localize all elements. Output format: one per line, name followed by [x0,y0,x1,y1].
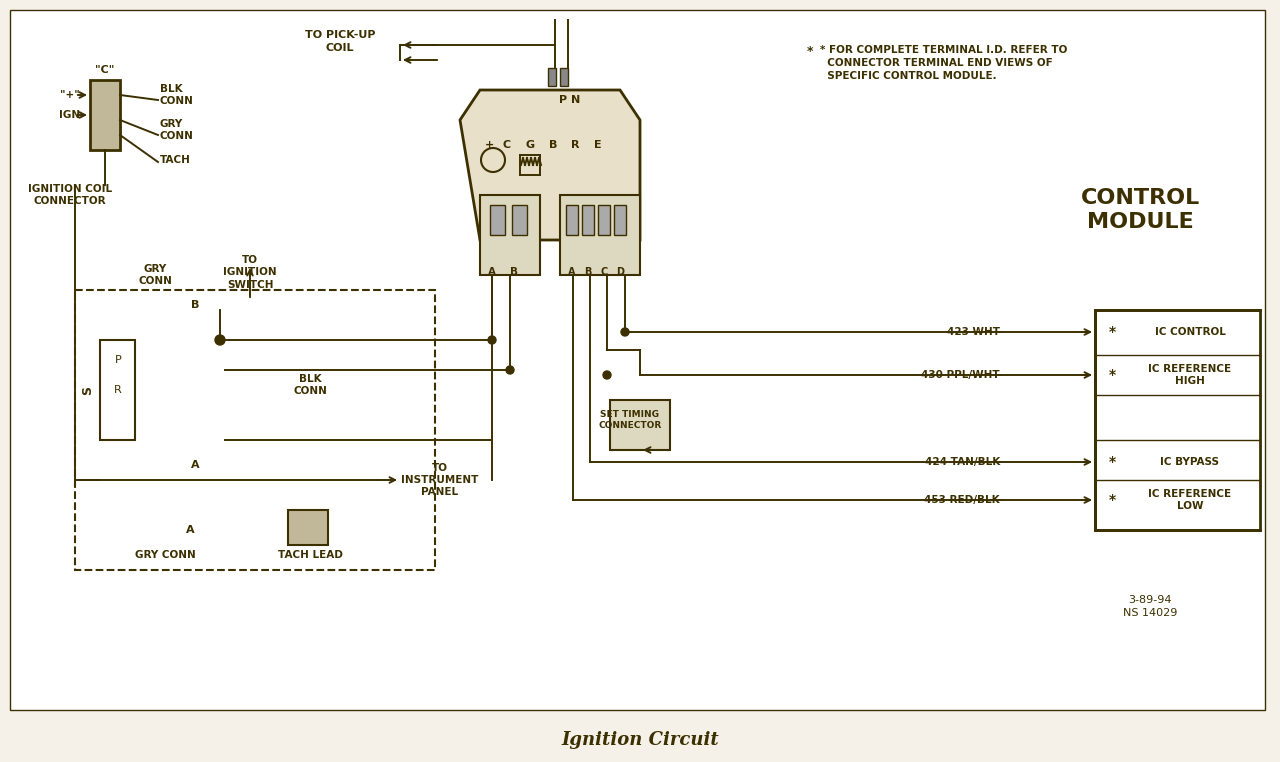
Text: G: G [525,140,535,150]
Bar [100,340,134,440]
Text: 430 PPL/WHT: 430 PPL/WHT [922,370,1000,380]
Text: C: C [600,267,608,277]
Text: B: B [509,267,518,277]
Text: *: * [1108,368,1116,382]
Text: GRY CONN: GRY CONN [134,550,196,560]
Bar [598,205,611,235]
Text: CONTROL
MODULE: CONTROL MODULE [1080,188,1199,232]
Text: B: B [191,300,200,310]
Text: IGN: IGN [59,110,79,120]
Text: TACH: TACH [160,155,191,165]
Polygon shape [460,90,640,240]
Text: Ignition Circuit: Ignition Circuit [561,731,719,749]
Text: IGNITION COIL
CONNECTOR: IGNITION COIL CONNECTOR [28,184,113,207]
Text: IC REFERENCE
HIGH: IC REFERENCE HIGH [1148,364,1231,386]
Text: BLK
CONN: BLK CONN [293,374,326,396]
Text: SET TIMING
CONNECTOR: SET TIMING CONNECTOR [598,410,662,430]
Bar [288,510,328,545]
Text: 3-89-94
NS 14029: 3-89-94 NS 14029 [1123,595,1178,618]
Text: S: S [82,386,95,395]
Text: R: R [571,140,580,150]
Text: *: * [1108,325,1116,339]
Bar [566,205,579,235]
Text: *: * [1108,493,1116,507]
Text: GRY
CONN: GRY CONN [138,264,172,287]
Bar [90,80,120,150]
Text: A: A [488,267,497,277]
Bar [561,68,568,86]
Text: 453 RED/BLK: 453 RED/BLK [924,495,1000,505]
Text: A: A [186,525,195,535]
Bar [480,195,540,275]
Text: GRY
CONN: GRY CONN [160,119,193,141]
Circle shape [506,366,515,374]
Bar [548,68,556,86]
Text: TO PICK-UP
COIL: TO PICK-UP COIL [305,30,375,53]
Bar [611,400,669,450]
Bar [76,290,435,570]
Text: * FOR COMPLETE TERMINAL I.D. REFER TO
  CONNECTOR TERMINAL END VIEWS OF
  SPECIF: * FOR COMPLETE TERMINAL I.D. REFER TO CO… [820,45,1068,82]
Circle shape [488,336,497,344]
Text: 424 TAN/BLK: 424 TAN/BLK [924,457,1000,467]
Text: IC CONTROL: IC CONTROL [1155,327,1225,337]
Bar [1094,310,1260,530]
Bar [561,195,640,275]
Text: *: * [1108,455,1116,469]
Text: 423 WHT: 423 WHT [947,327,1000,337]
Bar [614,205,626,235]
Text: B: B [549,140,557,150]
Bar [512,205,527,235]
Circle shape [603,371,611,379]
Text: +: + [485,140,494,150]
Text: BLK
CONN: BLK CONN [160,84,193,106]
Text: E: E [594,140,602,150]
Text: TACH LEAD: TACH LEAD [278,550,343,560]
Text: TO
IGNITION
SWITCH: TO IGNITION SWITCH [223,255,276,290]
Text: P N: P N [559,95,581,105]
Text: "C": "C" [95,65,115,75]
Text: TO
INSTRUMENT
PANEL: TO INSTRUMENT PANEL [402,463,479,498]
Text: A: A [191,460,200,470]
Text: "+": "+" [60,90,79,100]
Circle shape [621,328,628,336]
Bar [582,205,594,235]
Text: IC BYPASS: IC BYPASS [1161,457,1220,467]
Circle shape [215,335,225,345]
Text: R: R [114,385,122,395]
Text: D: D [616,267,625,277]
Text: IC REFERENCE
LOW: IC REFERENCE LOW [1148,489,1231,511]
Text: C: C [503,140,511,150]
Text: P: P [115,355,122,365]
Text: B: B [584,267,591,277]
Text: *: * [806,45,814,58]
Bar [490,205,506,235]
Text: A: A [568,267,576,277]
